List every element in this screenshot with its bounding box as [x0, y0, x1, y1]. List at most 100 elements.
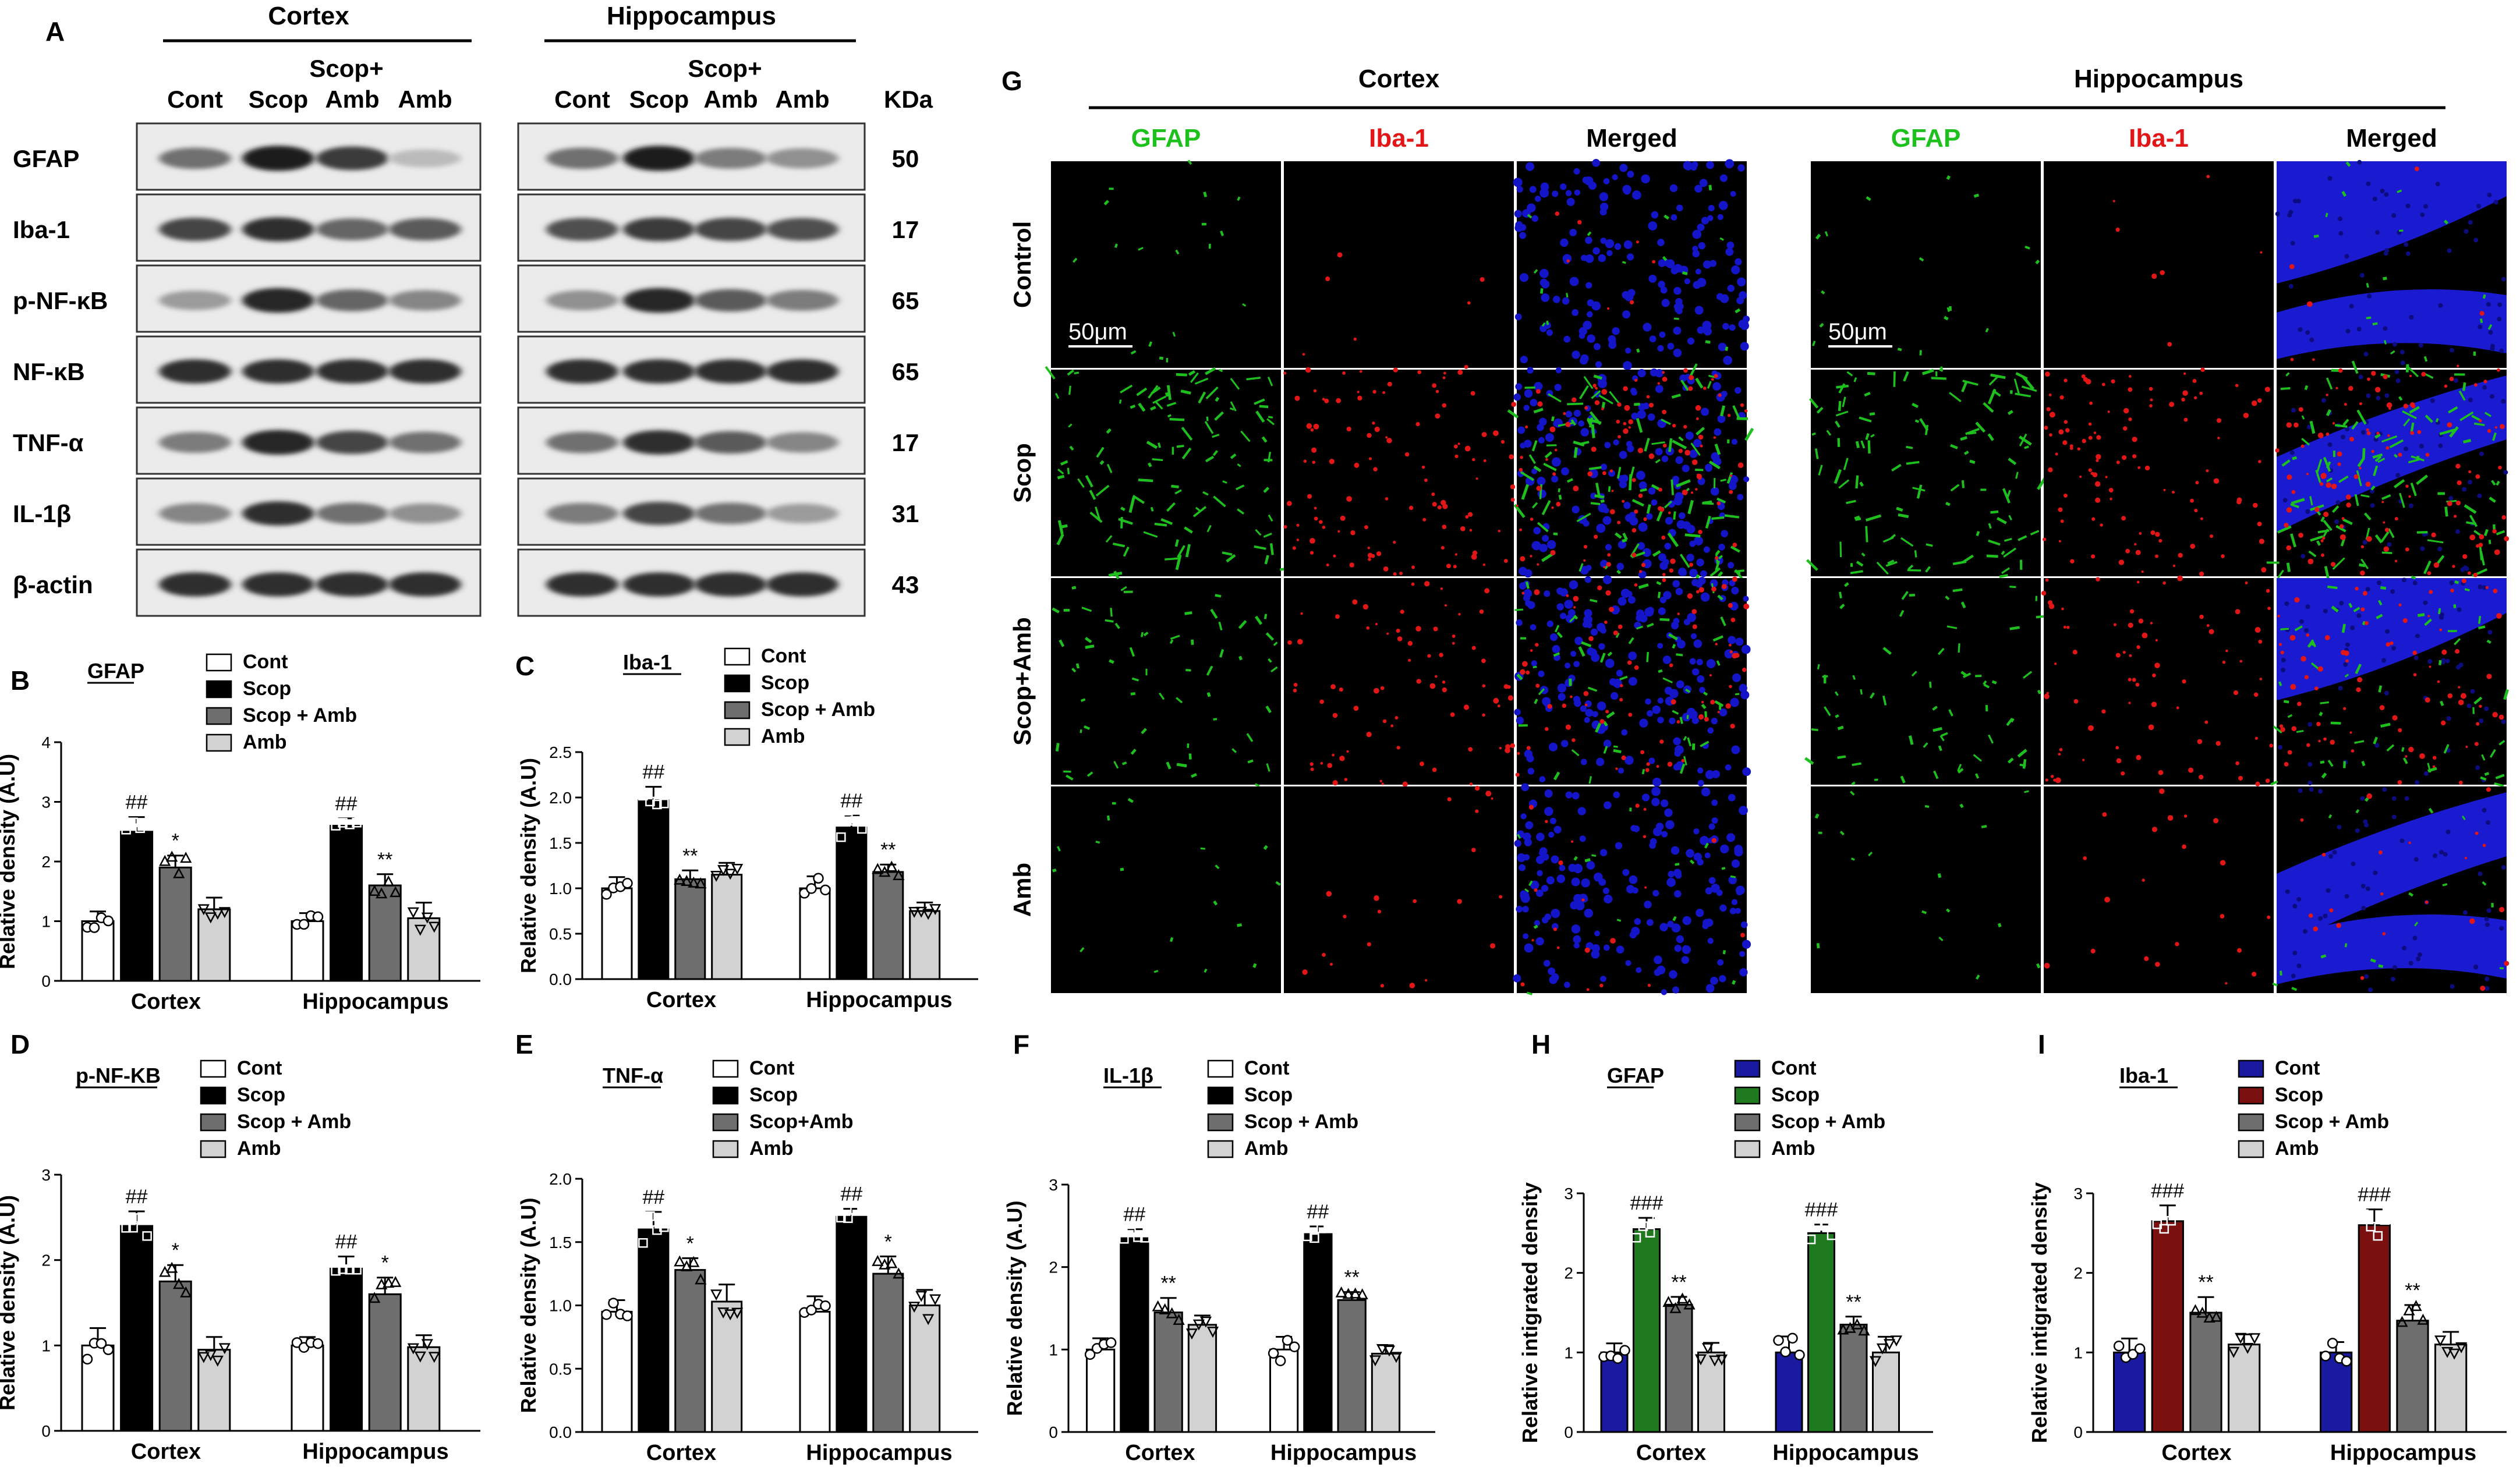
x-category-label: Cortex	[1125, 1441, 1195, 1465]
gfap-signal	[2397, 189, 2402, 193]
gfap-signal	[2007, 410, 2013, 415]
gfap-signal	[1629, 466, 1635, 479]
nucleus-dot	[1657, 697, 1664, 704]
iba1-signal	[2150, 622, 2153, 625]
iba1-signal	[2498, 465, 2502, 470]
gfap-signal	[1110, 608, 1113, 617]
iba1-signal	[1464, 445, 1471, 452]
gfap-signal	[2386, 744, 2395, 752]
gfap-signal	[1573, 447, 1578, 458]
iba1-signal	[2070, 559, 2075, 564]
iba1-signal	[2387, 434, 2390, 437]
iba1-signal	[2332, 421, 2335, 425]
data-point	[2455, 1342, 2468, 1353]
iba1-signal	[1703, 387, 1707, 390]
gfap-signal	[2363, 512, 2372, 520]
nucleus-dot	[1638, 522, 1648, 532]
data-point	[1152, 1300, 1164, 1312]
nucleus-dot	[1664, 808, 1673, 817]
iba1-signal	[1397, 636, 1403, 641]
iba1-signal	[2259, 538, 2265, 544]
iba1-signal	[2158, 770, 2164, 775]
gfap-signal	[1204, 968, 1208, 973]
nucleus-dot	[1560, 238, 1569, 247]
iba1-signal	[1661, 535, 1666, 540]
data-point	[1701, 1343, 1714, 1355]
iba1-signal	[1353, 337, 1357, 341]
gfap-signal	[2480, 318, 2483, 323]
nucleus-dot	[2284, 601, 2289, 607]
legend-swatch	[1734, 1140, 1761, 1158]
blot-band	[546, 218, 618, 241]
nucleus-dot	[1603, 178, 1610, 185]
nucleus-dot	[1516, 619, 1523, 626]
gfap-signal	[1607, 651, 1613, 657]
gfap-signal	[2319, 711, 2323, 717]
nucleus-dot	[2288, 283, 2294, 289]
iba1-signal	[1442, 524, 1447, 529]
iba1-signal	[2155, 639, 2158, 641]
iba1-signal	[1515, 772, 1520, 777]
gfap-signal	[2332, 557, 2345, 570]
gfap-signal	[2315, 470, 2321, 483]
nucleus-dot	[2477, 493, 2482, 498]
gfap-signal	[1520, 471, 1534, 481]
blot-band	[766, 504, 838, 523]
nucleus-dot	[1593, 343, 1601, 350]
iba1-signal	[2298, 533, 2303, 538]
nucleus-dot	[1554, 384, 1562, 391]
iba1-signal	[2105, 476, 2108, 478]
iba1-signal	[2479, 419, 2482, 423]
nucleus-dot	[1590, 492, 1597, 499]
iba1-signal	[2475, 831, 2479, 835]
iba1-signal	[1427, 654, 1431, 658]
iba1-signal	[1573, 596, 1579, 602]
nucleus-dot	[1587, 647, 1595, 656]
nucleus-dot	[1682, 916, 1691, 926]
nucleus-dot	[1657, 345, 1664, 352]
iba1-signal	[2204, 720, 2208, 724]
bar	[674, 878, 706, 980]
data-point	[872, 1254, 884, 1266]
iba1-signal	[1631, 528, 1637, 533]
gfap-signal	[1212, 450, 1218, 456]
iba1-signal	[1411, 565, 1415, 569]
nucleus-dot	[1539, 776, 1546, 783]
gfap-signal	[2399, 492, 2405, 508]
gfap-signal	[1132, 495, 1145, 504]
gfap-signal	[1263, 533, 1272, 538]
nucleus-dot	[1719, 174, 1728, 182]
data-point	[813, 873, 824, 884]
iba1-signal	[2312, 358, 2315, 361]
if-image-tile	[1045, 366, 1293, 577]
iba1-signal	[2066, 625, 2070, 629]
iba1-signal	[1367, 547, 1371, 550]
gfap-signal	[2423, 356, 2428, 362]
iba1-signal	[1608, 607, 1615, 612]
iba1-signal	[2055, 452, 2058, 456]
nucleus-dot	[2415, 780, 2420, 785]
y-tick-label: 3	[41, 1166, 51, 1184]
gfap-signal	[1962, 554, 1974, 563]
iba1-signal	[1350, 530, 1355, 536]
iba1-signal	[2171, 490, 2175, 494]
gfap-signal	[2036, 615, 2044, 619]
nucleus-dot	[1641, 174, 1650, 184]
data-point	[414, 1351, 426, 1363]
iba1-signal	[1623, 428, 1629, 434]
iba1-signal	[2129, 609, 2135, 614]
gfap-signal	[1095, 506, 1101, 521]
data-point	[1192, 1319, 1205, 1331]
iba1-signal	[1717, 711, 1720, 714]
iba1-signal	[2132, 454, 2137, 459]
iba1-signal	[1648, 453, 1655, 459]
data-point	[407, 1343, 419, 1355]
data-point	[102, 1344, 114, 1355]
data-point	[1133, 1232, 1143, 1242]
blot-kda-value: 65	[892, 358, 919, 385]
gfap-signal	[1683, 736, 1687, 741]
nucleus-dot	[2448, 495, 2454, 501]
iba1-signal	[2155, 531, 2160, 537]
